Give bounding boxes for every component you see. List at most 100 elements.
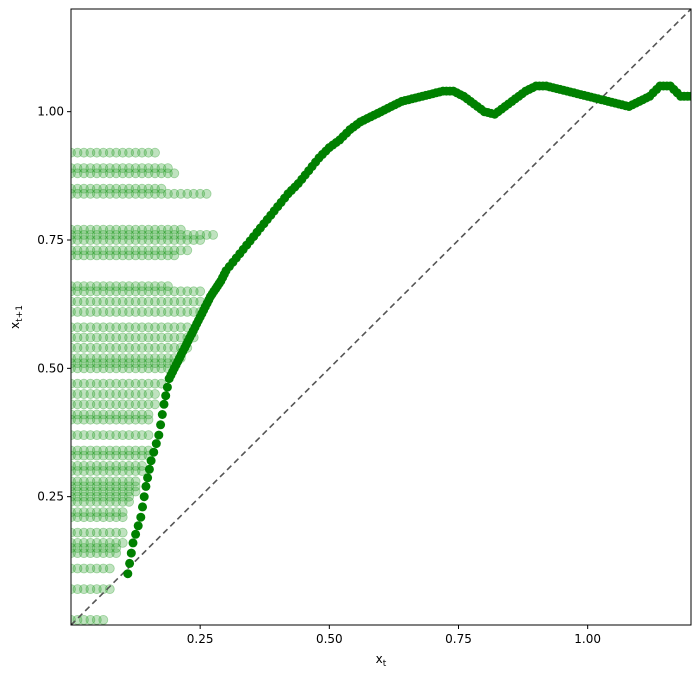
cloud-point <box>79 353 89 364</box>
cloud-point <box>71 147 76 158</box>
cloud-point <box>91 486 102 497</box>
cloud-point <box>71 548 76 558</box>
cloud-point <box>130 235 141 245</box>
cloud-point <box>156 188 167 199</box>
cloud-point <box>104 512 115 523</box>
cloud-point <box>117 245 128 256</box>
cloud-point <box>71 358 76 369</box>
cloud-point <box>130 286 141 297</box>
cloud-point <box>124 286 135 297</box>
cloud-point <box>156 363 167 374</box>
cloud-point <box>117 450 128 461</box>
cloud-point <box>117 188 128 199</box>
cloud-point <box>111 353 122 364</box>
cloud-point <box>91 466 102 476</box>
cloud-point <box>104 363 115 374</box>
x-axis-label-sub: t <box>383 659 387 669</box>
cloud-point <box>156 183 167 194</box>
cloud-point <box>143 281 154 292</box>
cloud-point <box>169 342 180 353</box>
cloud-point <box>91 286 102 297</box>
cloud-point <box>111 543 122 553</box>
cloud-point <box>98 538 109 548</box>
cloud-point <box>111 399 122 410</box>
cloud-point <box>85 306 96 317</box>
cloud-point <box>169 306 180 317</box>
cloud-point <box>124 363 135 374</box>
cloud-point <box>162 245 173 256</box>
cloud-point <box>98 183 109 194</box>
cloud-point <box>130 389 141 399</box>
cloud-point <box>71 543 76 553</box>
cloud-point <box>98 286 109 297</box>
y-axis-label: xt+1 <box>8 305 25 329</box>
cloud-point <box>98 332 109 343</box>
cloud-point <box>130 353 141 364</box>
cloud-point <box>72 322 83 333</box>
cloud-point <box>156 163 167 174</box>
cloud-point <box>117 281 128 292</box>
y-axis-label-sub: t+1 <box>15 305 25 322</box>
curve-point <box>149 447 159 457</box>
cloud-point <box>79 584 89 594</box>
cloud-point <box>143 342 154 353</box>
cloud-point <box>104 466 115 476</box>
cloud-point <box>71 322 76 333</box>
cloud-point <box>79 548 89 558</box>
cloud-point <box>111 286 122 297</box>
cloud-point <box>104 548 115 558</box>
cloud-point <box>72 163 83 174</box>
cloud-point <box>91 476 102 487</box>
cloud-point <box>150 286 160 297</box>
cloud-point <box>71 245 76 256</box>
cloud-point <box>85 399 96 410</box>
cloud-point <box>111 460 122 471</box>
cloud-point <box>104 281 115 292</box>
cloud-point <box>79 296 89 307</box>
cloud-point <box>98 466 109 476</box>
cloud-point <box>85 481 96 492</box>
cloud-point <box>85 543 96 553</box>
cloud-point <box>150 245 160 256</box>
cloud-point <box>111 332 122 343</box>
cloud-point <box>156 322 167 333</box>
cloud-point <box>182 296 193 307</box>
cloud-point <box>79 235 89 245</box>
cloud-point <box>117 399 128 410</box>
cloud-point <box>72 491 83 502</box>
cloud-point <box>175 224 186 235</box>
cloud-point <box>98 460 109 471</box>
cloud-point <box>79 615 89 625</box>
cloud-point <box>91 306 102 317</box>
cloud-point <box>72 245 83 256</box>
cloud-point <box>143 250 154 261</box>
cloud-point <box>79 486 89 497</box>
cloud-point <box>98 491 109 502</box>
cloud-point <box>72 527 83 538</box>
cloud-point <box>91 548 102 558</box>
cloud-point <box>111 538 122 548</box>
cloud-point <box>124 296 135 307</box>
cloud-point <box>150 188 160 199</box>
cloud-point <box>195 286 206 297</box>
curve-point <box>686 91 691 101</box>
cloud-point <box>111 389 122 399</box>
cloud-point <box>71 450 76 461</box>
cloud-point <box>117 147 128 158</box>
cloud-point <box>98 399 109 410</box>
cloud-point <box>98 512 109 523</box>
cloud-point <box>201 188 212 199</box>
cloud-point <box>98 378 109 389</box>
cloud-point <box>117 460 128 471</box>
cloud-point <box>72 460 83 471</box>
cloud-point <box>72 183 83 194</box>
curve-point <box>156 420 166 430</box>
cloud-point <box>137 245 147 256</box>
cloud-point <box>130 322 141 333</box>
cloud-point <box>79 378 89 389</box>
cloud-point <box>150 353 160 364</box>
cloud-point <box>111 486 122 497</box>
cloud-point <box>98 563 109 574</box>
cloud-point <box>111 378 122 389</box>
cloud-point <box>143 353 154 364</box>
